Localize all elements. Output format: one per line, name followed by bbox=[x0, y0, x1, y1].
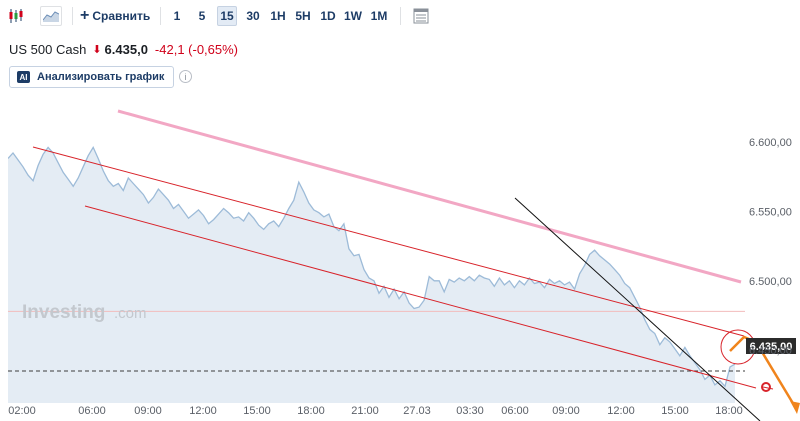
info-icon[interactable]: i bbox=[179, 70, 192, 83]
current-price-tag: 6.435,00 bbox=[750, 341, 793, 353]
y-tick-label: 6.600,00 bbox=[749, 137, 792, 149]
timeframe-1w[interactable]: 1W bbox=[344, 9, 362, 23]
timeframe-1[interactable]: 1 bbox=[173, 9, 181, 23]
price-area-fill bbox=[8, 147, 735, 403]
instrument-header: US 500 Cash ⬇ 6.435,0 -42,1 (-0,65%) bbox=[9, 40, 238, 58]
x-tick-label: 21:00 bbox=[351, 405, 379, 417]
plus-icon: + bbox=[80, 7, 90, 24]
analyze-chart-label: Анализировать график bbox=[37, 71, 165, 83]
x-tick-label: 15:00 bbox=[243, 405, 271, 417]
analyze-chart-button[interactable]: AI Анализировать график bbox=[9, 66, 174, 88]
red-target-tick bbox=[762, 386, 774, 390]
price-chart[interactable]: Investing .com 6.435,00 6.600,00 6.550,00… bbox=[0, 96, 800, 421]
x-axis: 02:00 06:00 09:00 12:00 15:00 18:00 21:00 27.03… bbox=[8, 405, 743, 417]
red-target-marker[interactable] bbox=[761, 382, 771, 392]
orange-arrow-head bbox=[790, 401, 800, 414]
ai-icon: AI bbox=[17, 71, 30, 83]
red-channel-lower-line[interactable] bbox=[84, 205, 757, 389]
timeframe-1m[interactable]: 1M bbox=[370, 9, 388, 23]
down-arrow-icon: ⬇ bbox=[92, 43, 102, 56]
compare-label: Сравнить bbox=[92, 9, 151, 23]
investing-watermark-suffix: .com bbox=[114, 305, 147, 322]
area-chart-icon[interactable] bbox=[40, 6, 62, 26]
toolbar-divider bbox=[400, 7, 401, 25]
x-tick-label: 03:30 bbox=[456, 405, 484, 417]
instrument-change: -42,1 (-0,65%) bbox=[154, 41, 239, 57]
table-view-icon[interactable] bbox=[411, 6, 431, 26]
instrument-name: US 500 Cash bbox=[9, 41, 87, 57]
timeframe-1h[interactable]: 1H bbox=[270, 9, 286, 23]
y-tick-label: 6.450,00 bbox=[749, 345, 792, 357]
y-axis: 6.600,00 6.550,00 6.500,00 6.450,00 bbox=[749, 137, 792, 357]
price-line bbox=[8, 146, 736, 388]
timeframe-30[interactable]: 30 bbox=[246, 9, 260, 23]
candlestick-icon[interactable] bbox=[6, 6, 26, 26]
toolbar-divider bbox=[160, 7, 161, 25]
investing-watermark: Investing bbox=[22, 302, 105, 323]
chart-toolbar: + Сравнить 1 5 15 30 1H 5H 1D 1W 1M bbox=[0, 0, 800, 32]
x-tick-label: 12:00 bbox=[607, 405, 635, 417]
timeframe-15[interactable]: 15 bbox=[217, 6, 237, 26]
x-tick-label: 15:00 bbox=[661, 405, 689, 417]
x-tick-label: 06:00 bbox=[501, 405, 529, 417]
timeframe-1d[interactable]: 1D bbox=[320, 9, 336, 23]
toolbar-divider bbox=[72, 7, 73, 25]
black-trendline[interactable] bbox=[514, 197, 761, 421]
current-price-tag-bg bbox=[746, 338, 796, 354]
y-tick-label: 6.550,00 bbox=[749, 206, 792, 218]
pink-resistance-trendline[interactable] bbox=[117, 109, 742, 284]
instrument-price: 6.435,0 bbox=[104, 41, 148, 57]
x-tick-label: 27.03 bbox=[403, 405, 431, 417]
x-tick-label: 02:00 bbox=[8, 405, 36, 417]
red-channel-upper-line[interactable] bbox=[32, 146, 745, 337]
timeframe-5h[interactable]: 5H bbox=[295, 9, 311, 23]
x-tick-label: 12:00 bbox=[189, 405, 217, 417]
y-tick-label: 6.500,00 bbox=[749, 276, 792, 288]
x-tick-label: 09:00 bbox=[552, 405, 580, 417]
timeframe-5[interactable]: 5 bbox=[198, 9, 206, 23]
x-tick-label: 18:00 bbox=[297, 405, 325, 417]
x-tick-label: 06:00 bbox=[78, 405, 106, 417]
compare-button[interactable]: + Сравнить bbox=[80, 7, 150, 25]
x-tick-label: 09:00 bbox=[134, 405, 162, 417]
x-tick-label: 18:00 bbox=[715, 405, 743, 417]
